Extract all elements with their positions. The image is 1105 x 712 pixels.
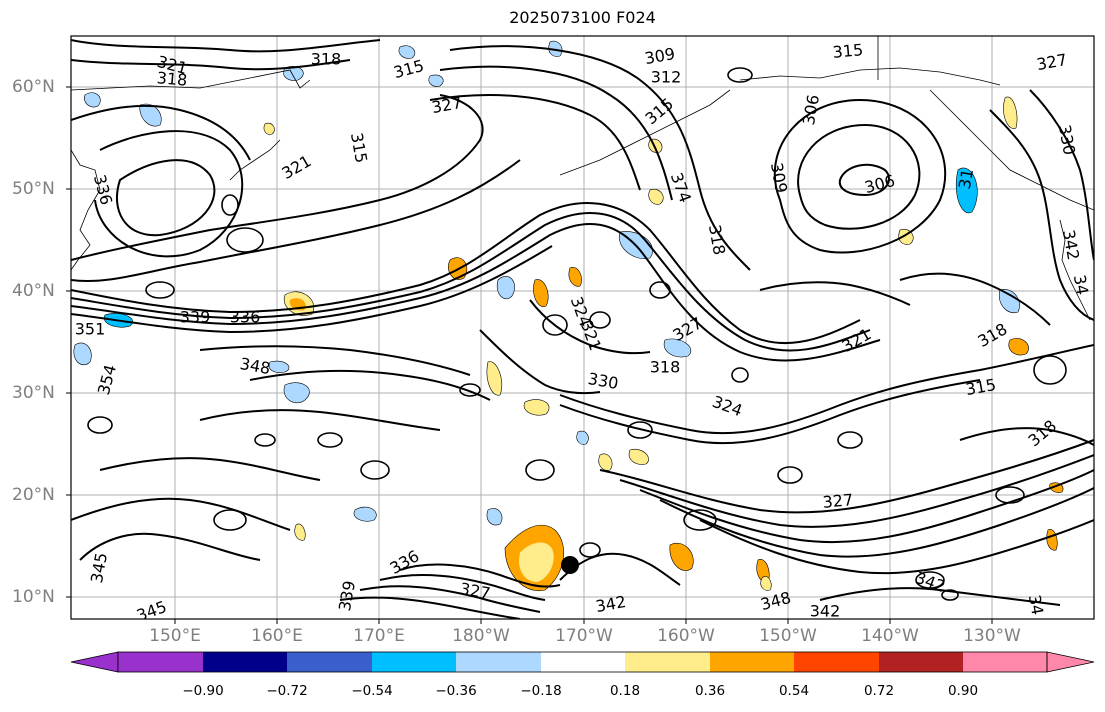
colorbar-segment: [456, 652, 541, 672]
lat-label-20n: 20°N: [12, 485, 55, 505]
colorbar-segment: [794, 652, 879, 672]
map-title: 2025073100 F024: [509, 8, 656, 27]
colorbar-segment: [963, 652, 1047, 672]
contour-label: 34: [1025, 593, 1047, 616]
contour-label: 351: [75, 320, 106, 339]
contour-label: 315: [832, 40, 864, 62]
colorbar-tick: −0.36: [435, 683, 477, 699]
contour-label: 34: [1070, 273, 1092, 296]
colorbar-tick: 0.36: [694, 683, 726, 699]
lat-label-30n: 30°N: [12, 383, 55, 403]
contour-label: 327: [822, 490, 854, 512]
colorbar-segment: [710, 652, 794, 672]
contour-label: 318: [156, 68, 188, 90]
contour-label: 318: [311, 50, 342, 69]
contour-label: 312: [651, 68, 682, 87]
colorbar-tick: −0.90: [182, 683, 224, 699]
colorbar-tick: −0.54: [351, 683, 393, 699]
small-contours: [87, 67, 1067, 601]
colorbar-tick: 0.54: [778, 683, 810, 699]
lon-label-150w: 150°W: [759, 626, 817, 646]
lon-label-160e: 160°E: [251, 626, 303, 646]
contour-label: 339: [180, 308, 211, 327]
colorbar-tick: −0.72: [266, 683, 308, 699]
contour-label: 342: [810, 602, 841, 621]
colorbar-segment: [118, 652, 203, 672]
colorbar-segment: [541, 652, 625, 672]
cyclone-marker: [561, 556, 579, 574]
lat-label-50n: 50°N: [12, 179, 55, 199]
contour-label: 318: [650, 358, 681, 377]
colorbar-tick: 0.90: [947, 683, 979, 699]
lon-label-140w: 140°W: [861, 626, 919, 646]
colorbar-segment: [203, 652, 287, 672]
colorbar-tick: −0.18: [520, 683, 562, 699]
lon-label-130w: 130°W: [963, 626, 1021, 646]
colorbar-segment: [625, 652, 710, 672]
colorbar-segment: [287, 652, 372, 672]
lon-label-150e: 150°E: [149, 626, 201, 646]
theta-contours: [71, 39, 1094, 619]
lon-label-170w: 170°W: [555, 626, 613, 646]
lat-label-60n: 60°N: [12, 77, 55, 97]
plot-frame: [70, 35, 1095, 620]
lon-label-180w: 180°W: [452, 626, 510, 646]
colorbar-extend-max: [1046, 651, 1095, 673]
colorbar-tick: 0.72: [863, 683, 895, 699]
lat-label-40n: 40°N: [12, 281, 55, 301]
coastlines: [71, 36, 1094, 321]
contour-label: 31: [955, 167, 977, 190]
contour-label: 336: [230, 308, 261, 327]
colorbar-segment: [372, 652, 456, 672]
colorbar-tick: 0.18: [609, 683, 641, 699]
axis-ticks: [66, 86, 993, 624]
colorbar-segment: [879, 652, 963, 672]
lon-label-160w: 160°W: [657, 626, 715, 646]
lat-label-10n: 10°N: [12, 587, 55, 607]
lon-label-170e: 170°E: [353, 626, 405, 646]
colorbar-extend-min: [70, 651, 119, 673]
